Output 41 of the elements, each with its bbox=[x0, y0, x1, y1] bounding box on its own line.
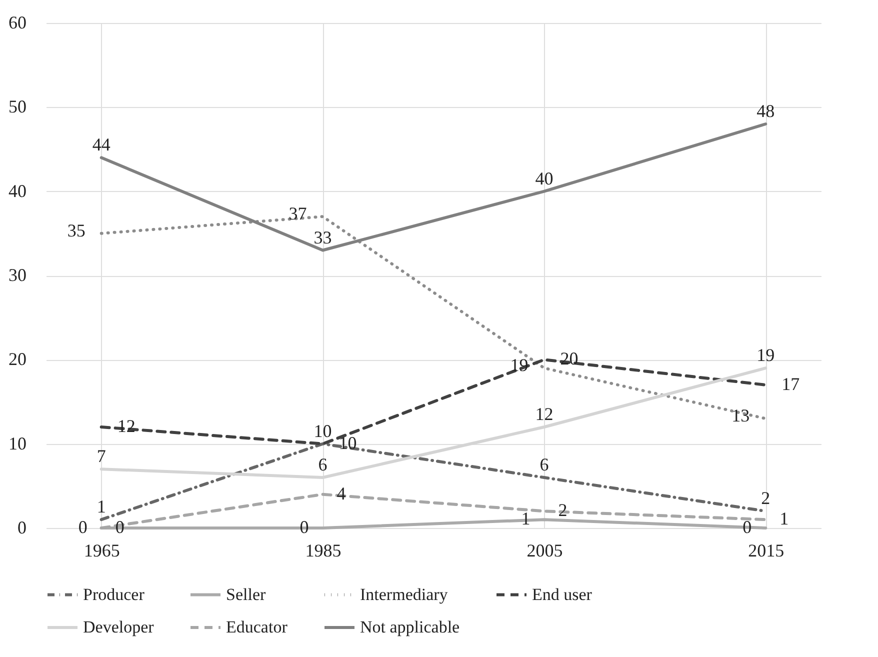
legend-label: Producer bbox=[83, 584, 145, 604]
data-label: 2 bbox=[558, 500, 568, 520]
data-label: 6 bbox=[318, 454, 328, 474]
y-tick-label: 30 bbox=[8, 265, 26, 285]
data-label: 37 bbox=[288, 204, 307, 224]
y-tick-label: 60 bbox=[8, 12, 26, 32]
y-tick-label: 10 bbox=[8, 433, 26, 454]
x-tick-label: 1985 bbox=[305, 540, 342, 560]
data-label: 35 bbox=[67, 220, 86, 240]
legend-label: End user bbox=[532, 584, 592, 604]
data-label: 13 bbox=[732, 406, 750, 426]
y-tick-label: 40 bbox=[8, 180, 26, 201]
data-label: 17 bbox=[782, 374, 800, 394]
y-tick-label: 0 bbox=[18, 518, 26, 538]
x-tick-label: 2015 bbox=[748, 540, 784, 560]
y-tick-label: 20 bbox=[8, 349, 26, 370]
data-label: 1 bbox=[521, 508, 530, 529]
legend-label: Not applicable bbox=[360, 618, 460, 636]
data-label: 6 bbox=[540, 454, 549, 474]
data-label: 33 bbox=[314, 227, 332, 248]
data-label: 7 bbox=[96, 446, 106, 466]
data-label: 1 bbox=[780, 508, 789, 529]
data-label: 2 bbox=[761, 488, 770, 508]
legend-label: Intermediary bbox=[360, 584, 448, 604]
data-label: 10 bbox=[314, 420, 332, 441]
data-label: 0 bbox=[742, 517, 752, 537]
legend-label: Developer bbox=[83, 618, 154, 636]
data-label: 1 bbox=[96, 496, 106, 517]
data-label: 44 bbox=[92, 134, 110, 155]
data-label: 0 bbox=[300, 517, 309, 537]
data-label: 12 bbox=[535, 404, 554, 424]
data-label: 48 bbox=[756, 101, 775, 121]
legend-label: Seller bbox=[226, 584, 266, 604]
legend-label: Educator bbox=[226, 618, 288, 636]
y-tick-label: 50 bbox=[8, 96, 26, 117]
x-tick-label: 1965 bbox=[84, 540, 120, 560]
x-tick-label: 2005 bbox=[526, 540, 563, 560]
data-label: 40 bbox=[535, 168, 554, 188]
data-label: 0 bbox=[78, 517, 88, 537]
data-label: 4 bbox=[336, 483, 346, 504]
data-label: 19 bbox=[756, 345, 775, 366]
